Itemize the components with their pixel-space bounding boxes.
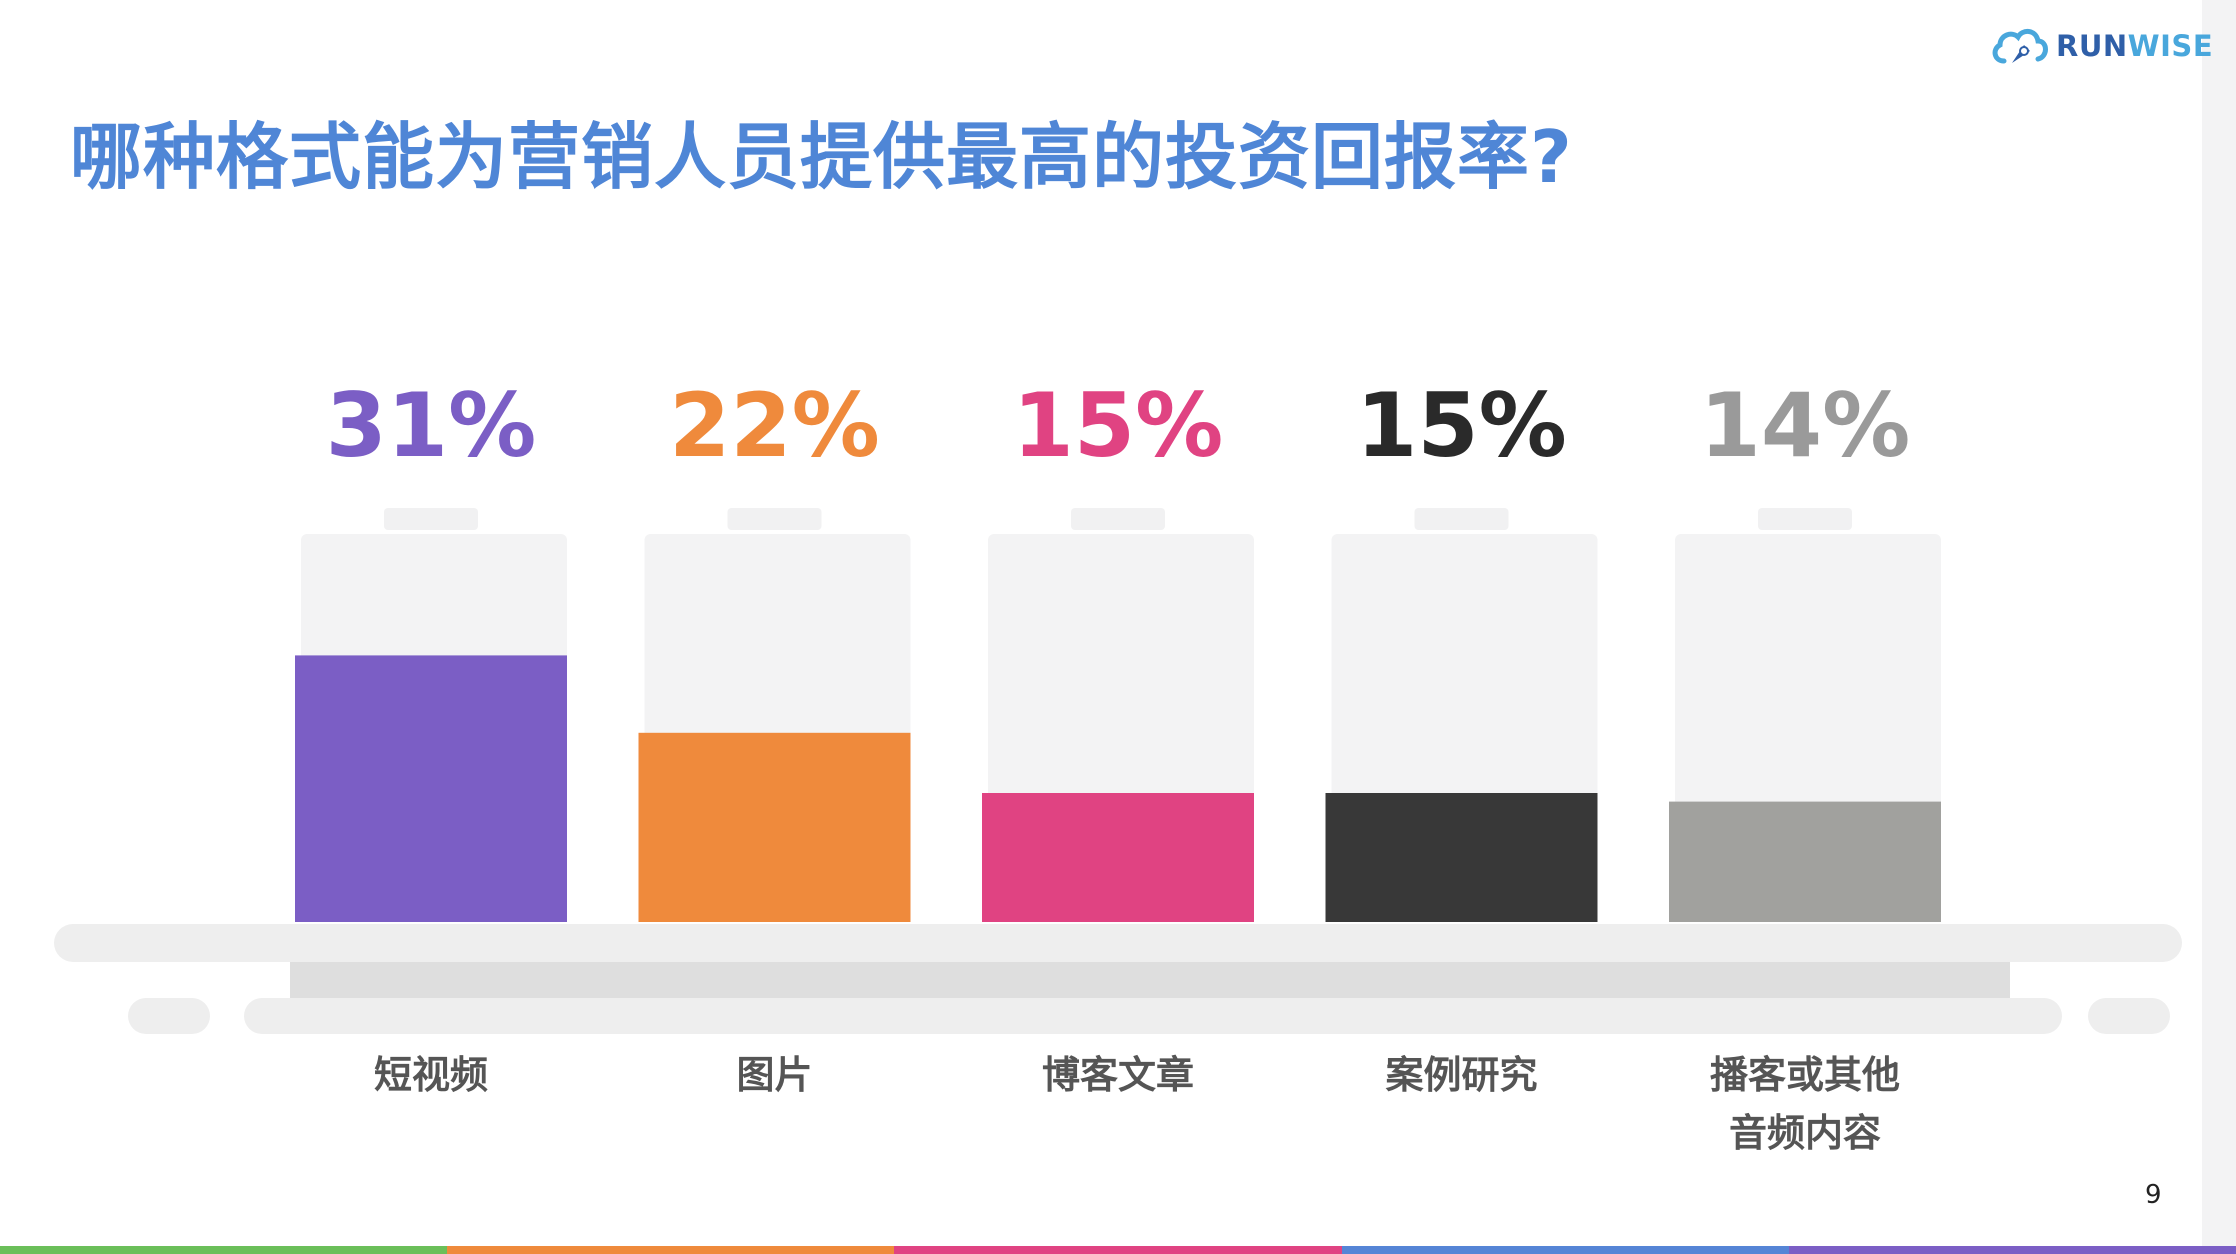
cloud-rocket-icon [1990,23,2050,69]
bar-track-neck [1414,508,1509,530]
platform-shadow [290,962,2010,998]
data-label: 14% [1700,374,1911,477]
category-tick-label: 播客或其他 [1710,1053,1900,1097]
bottom-bar-segment [447,1246,895,1254]
brand-wordmark: RUNWISE [2056,29,2213,63]
brand-wordmark-wise: WISE [2127,29,2214,63]
platform-left-pill [128,998,210,1034]
bar-track-neck [727,508,822,530]
bar [638,732,911,922]
platform-top-rail [54,924,2182,962]
category-tick-label: 音频内容 [1729,1111,1881,1155]
page-title: 哪种格式能为营销人员提供最高的投资回报率? [70,115,1573,199]
category-tick-label: 图片 [736,1053,812,1097]
bar [1669,801,1941,922]
bottom-bar-segment [894,1246,1342,1254]
bar [982,793,1254,922]
bar [1325,793,1598,922]
bar-series [295,508,1941,922]
page-number: 9 [2145,1180,2162,1210]
bar-track-neck [1758,508,1852,530]
platform-bottom-rail [244,998,2062,1034]
brand-logo: RUNWISE [1990,18,2213,74]
data-label: 15% [1013,374,1224,477]
brand-wordmark-run: RUN [2056,29,2128,63]
bottom-bar-segment [0,1246,448,1254]
chart-platform [54,924,2182,1034]
value-labels: 31% 22% 15% 15% 14% [326,374,1911,477]
right-edge-strip [2202,0,2236,1254]
bar-track-neck [1071,508,1165,530]
category-tick-label: 短视频 [374,1053,488,1097]
data-label: 31% [326,374,537,477]
bar [295,655,567,922]
category-tick-label: 博客文章 [1042,1053,1194,1097]
platform-right-pill [2088,998,2170,1034]
bar-track-neck [384,508,478,530]
bottom-color-bar [0,1246,2236,1254]
bottom-bar-segment [1788,1246,2236,1254]
data-label: 22% [669,374,880,477]
bottom-bar-segment [1341,1246,1789,1254]
data-label: 15% [1356,374,1567,477]
category-tick-label: 案例研究 [1385,1053,1537,1097]
